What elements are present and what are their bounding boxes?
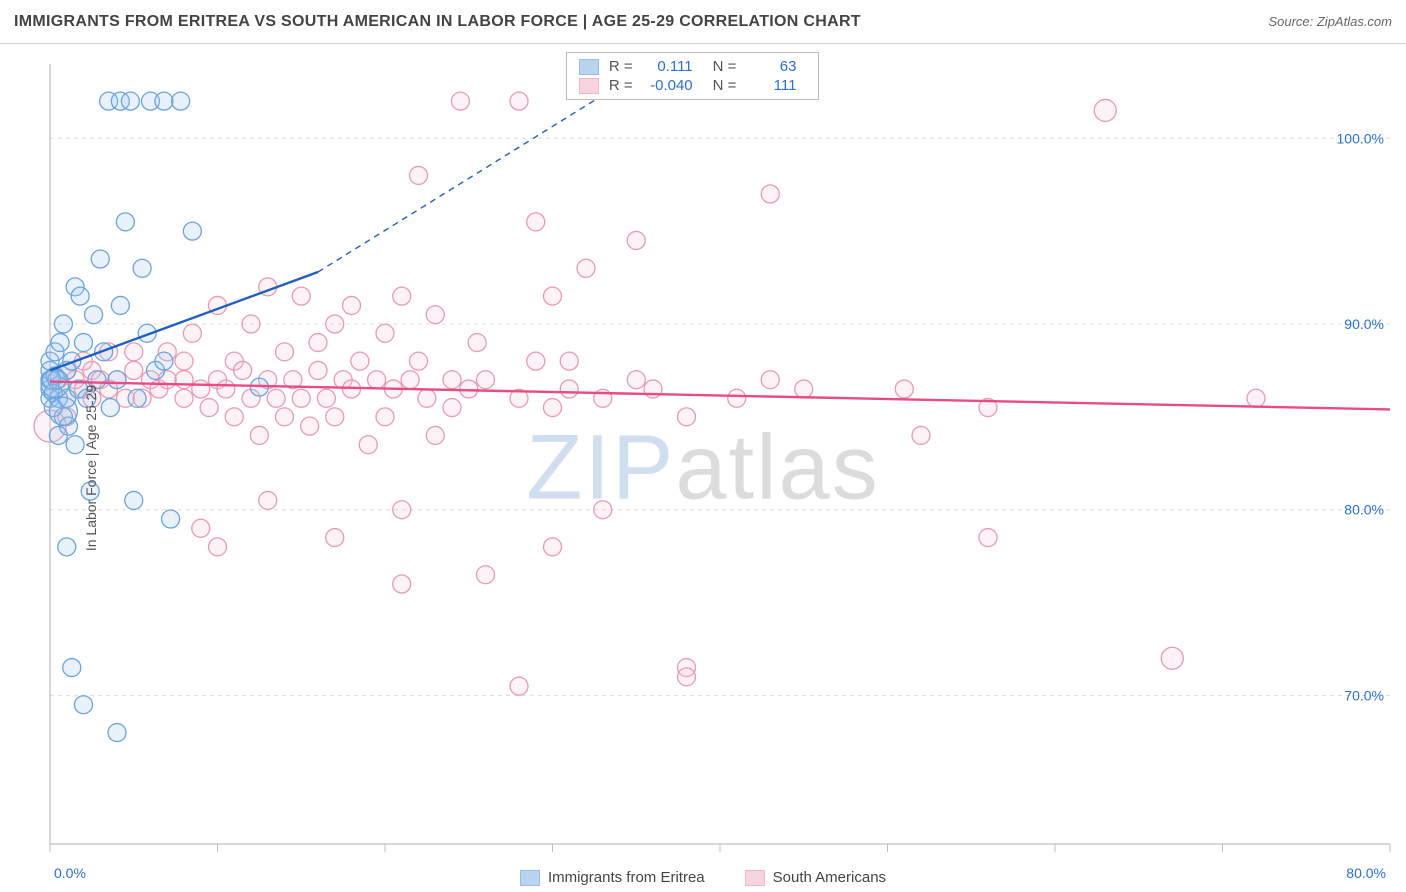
source-label: Source: bbox=[1268, 14, 1316, 29]
legend-stat-label: R = bbox=[609, 58, 633, 75]
legend-stat-label: R = bbox=[609, 77, 633, 94]
title-bar: IMMIGRANTS FROM ERITREA VS SOUTH AMERICA… bbox=[0, 0, 1406, 44]
chart-source: Source: ZipAtlas.com bbox=[1268, 14, 1392, 29]
legend-stat-value: -0.040 bbox=[643, 77, 693, 94]
scatter-chart: 70.0%80.0%90.0%100.0%0.0%80.0% bbox=[0, 44, 1406, 892]
series-legend: Immigrants from Eritrea South Americans bbox=[0, 869, 1406, 886]
svg-text:100.0%: 100.0% bbox=[1337, 130, 1384, 146]
y-axis-label: In Labor Force | Age 25-29 bbox=[83, 385, 99, 551]
legend-stat-label: N = bbox=[713, 58, 737, 75]
legend-stat-value: 63 bbox=[746, 58, 796, 75]
legend-swatch-icon bbox=[745, 870, 765, 886]
svg-text:90.0%: 90.0% bbox=[1344, 316, 1384, 332]
legend-stat-row: R = -0.040 N = 111 bbox=[567, 76, 819, 95]
legend-swatch-icon bbox=[579, 59, 599, 75]
legend-item: Immigrants from Eritrea bbox=[520, 869, 705, 886]
legend-stat-label: N = bbox=[713, 77, 737, 94]
legend-item: South Americans bbox=[745, 869, 886, 886]
svg-text:80.0%: 80.0% bbox=[1344, 502, 1384, 518]
svg-text:70.0%: 70.0% bbox=[1344, 687, 1384, 703]
source-value: ZipAtlas.com bbox=[1317, 14, 1392, 29]
correlation-legend: R = 0.111 N = 63 R = -0.040 N = 111 bbox=[566, 52, 820, 100]
legend-swatch-icon bbox=[520, 870, 540, 886]
legend-stat-value: 111 bbox=[746, 77, 796, 94]
legend-label: South Americans bbox=[773, 869, 886, 886]
legend-swatch-icon bbox=[579, 78, 599, 94]
chart-title: IMMIGRANTS FROM ERITREA VS SOUTH AMERICA… bbox=[14, 13, 861, 31]
legend-label: Immigrants from Eritrea bbox=[548, 869, 705, 886]
plot-area: In Labor Force | Age 25-29 70.0% 80.0% 90.… bbox=[0, 44, 1406, 892]
legend-stat-value: 0.111 bbox=[643, 58, 693, 75]
legend-stat-row: R = 0.111 N = 63 bbox=[567, 57, 819, 76]
